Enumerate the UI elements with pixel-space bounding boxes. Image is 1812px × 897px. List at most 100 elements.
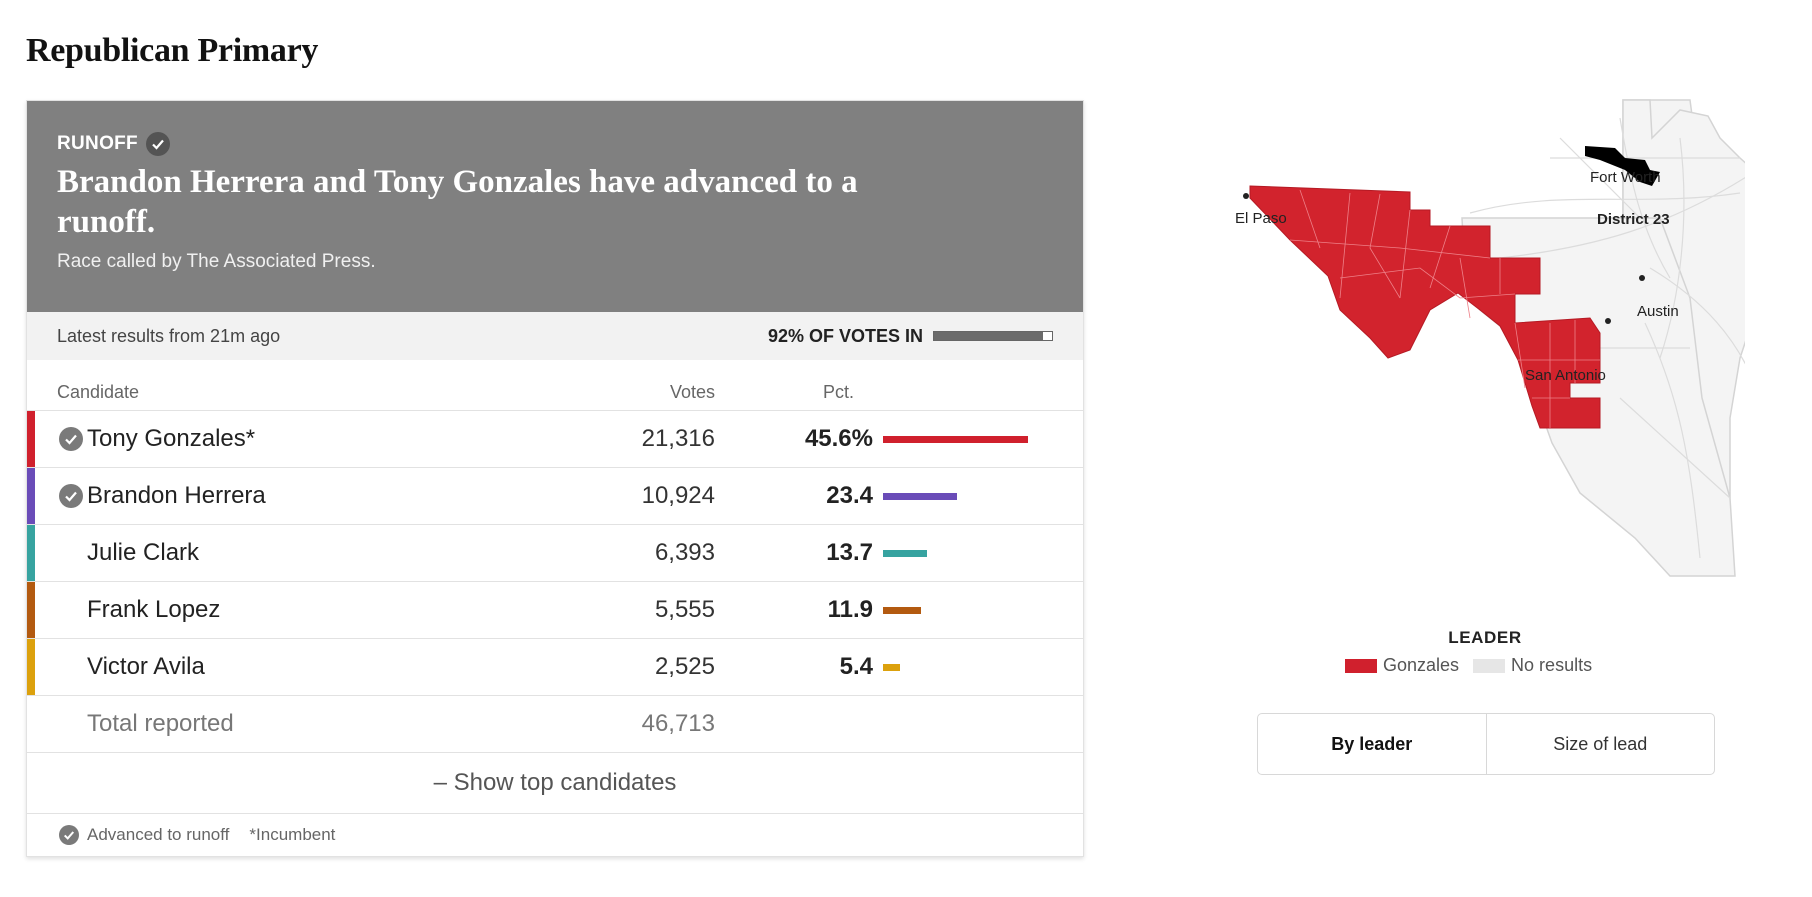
banner-subtext: Race called by The Associated Press. (57, 251, 376, 272)
legend-item-no-results: No results (1473, 655, 1592, 676)
road-lines (1469, 117, 1745, 559)
header-pct: Pct. (823, 382, 855, 402)
el-paso-dot (1243, 193, 1249, 199)
legend-item-gonzales: Gonzales (1345, 655, 1459, 676)
candidate-row: Victor Avila 2,525 5.4 (27, 639, 1083, 696)
austin-dot (1639, 275, 1645, 281)
advanced-legend-label: Advanced to runoff (87, 825, 230, 844)
banner-headline: Brandon Herrera and Tony Gonzales have a… (57, 164, 858, 240)
district-map (1225, 98, 1745, 578)
san-antonio-dot (1605, 318, 1611, 324)
candidate-color-strip (27, 525, 35, 581)
candidate-pct: 11.9 (827, 596, 873, 623)
results-card: RUNOFF Brandon Herrera and Tony Gonzales… (26, 100, 1084, 857)
road-line (1644, 322, 1701, 559)
label-el-paso: El Paso (1235, 210, 1287, 227)
total-votes: 46,713 (641, 710, 715, 737)
incumbent-legend-label: *Incumbent (249, 825, 336, 844)
label-san-antonio: San Antonio (1525, 367, 1606, 384)
candidate-color-strip (27, 468, 35, 524)
county-line (1289, 239, 1491, 259)
show-top-candidates-button[interactable]: – Show top candidates (27, 753, 1083, 814)
candidate-color-strip (27, 411, 35, 467)
map-city-labels: El Paso San Antonio Austin Fort Worth Di… (1225, 100, 1679, 576)
county-line (1514, 322, 1526, 389)
road-line (1499, 176, 1745, 259)
label-austin: Austin (1637, 303, 1679, 320)
latest-results-text: Latest results from 21m ago (57, 325, 281, 346)
county-line (1399, 209, 1411, 299)
texas-map-svg (1243, 99, 1745, 577)
legend-label: No results (1511, 655, 1593, 675)
road-line (1469, 192, 1741, 214)
candidate-row: Brandon Herrera 10,924 23.4 (27, 468, 1083, 525)
candidate-row: Tony Gonzales* 21,316 45.6% (27, 411, 1083, 468)
candidate-votes: 21,316 (641, 425, 715, 452)
candidate-pct: 45.6% (804, 425, 873, 452)
table-header: Candidate Votes Pct. (27, 360, 1083, 411)
votes-in-indicator: 92% OF VOTES IN (768, 326, 1053, 347)
map-backdrop-left (1225, 100, 1590, 576)
candidate-rows: Tony Gonzales* 21,316 45.6% Brandon Herr… (27, 411, 1083, 753)
runoff-banner: RUNOFF Brandon Herrera and Tony Gonzales… (27, 101, 1083, 312)
legend-title: LEADER (1448, 628, 1522, 647)
votes-in-label: 92% OF VOTES IN (767, 325, 923, 346)
legend-label: Gonzales (1383, 655, 1460, 675)
votes-in-progress-fill (934, 332, 1043, 340)
total-label: Total reported (87, 710, 234, 737)
candidate-color-strip (27, 582, 35, 638)
advanced-check-icon (59, 825, 79, 845)
district-23-northeast-part (1585, 146, 1660, 186)
size-of-lead-button[interactable]: Size of lead (1485, 714, 1715, 774)
header-candidate: Candidate (57, 382, 140, 402)
check-icon (145, 132, 170, 156)
road-line (1619, 117, 1671, 279)
advanced-check-icon (59, 484, 83, 508)
candidate-name: Tony Gonzales* (87, 425, 256, 452)
candidate-row: Frank Lopez 5,555 11.9 (27, 582, 1083, 639)
county-line (1339, 267, 1516, 299)
candidate-pct: 23.4 (826, 482, 873, 509)
map-view-toggle: By leader Size of lead (1257, 713, 1715, 775)
label-fort-worth: Fort Worth (1590, 169, 1661, 186)
candidate-color-strip (27, 639, 35, 695)
legend-swatch (1345, 658, 1377, 673)
candidate-name: Victor Avila (87, 653, 205, 680)
candidate-row: Julie Clark 6,393 13.7 (27, 525, 1083, 582)
county-line (1299, 189, 1321, 249)
legend-swatch (1473, 658, 1506, 673)
road-line (1619, 397, 1731, 499)
county-line (1369, 193, 1401, 299)
total-row: Total reported 46,713 (27, 696, 1083, 753)
district-23-counties (1249, 185, 1601, 429)
candidate-pct: 5.4 (839, 653, 873, 680)
candidate-pct-bar (883, 550, 927, 557)
county-lines (1289, 189, 1600, 428)
candidate-pct-bar (883, 493, 957, 500)
status-bar: Latest results from 21m ago 92% OF VOTES… (27, 312, 1083, 360)
county-line (1459, 257, 1471, 319)
by-leader-button[interactable]: By leader (1331, 733, 1413, 754)
label-district-23: District 23 (1597, 211, 1670, 228)
county-line (1339, 192, 1351, 299)
candidate-pct-bar (883, 607, 921, 614)
banner-tag: RUNOFF (57, 132, 1053, 156)
candidate-votes: 2,525 (654, 653, 715, 680)
candidate-name: Frank Lopez (87, 596, 221, 623)
candidate-pct-bar (883, 664, 900, 671)
candidate-votes: 5,555 (654, 596, 715, 623)
advanced-check-icon (59, 427, 83, 451)
votes-in-progress (933, 331, 1053, 341)
candidate-votes: 6,393 (654, 539, 715, 566)
page-title: Republican Primary (26, 32, 319, 69)
candidate-pct-bar (883, 436, 1028, 443)
header-votes: Votes (669, 382, 715, 402)
road-line (1649, 267, 1745, 365)
candidate-name: Julie Clark (87, 539, 200, 566)
map-legend: Gonzales No results (1345, 655, 1592, 676)
road-line (1559, 137, 1641, 219)
candidate-votes: 10,924 (641, 482, 715, 509)
candidate-pct: 13.7 (826, 539, 873, 566)
banner-tag-label: RUNOFF (57, 133, 138, 154)
candidate-name: Brandon Herrera (87, 482, 266, 509)
